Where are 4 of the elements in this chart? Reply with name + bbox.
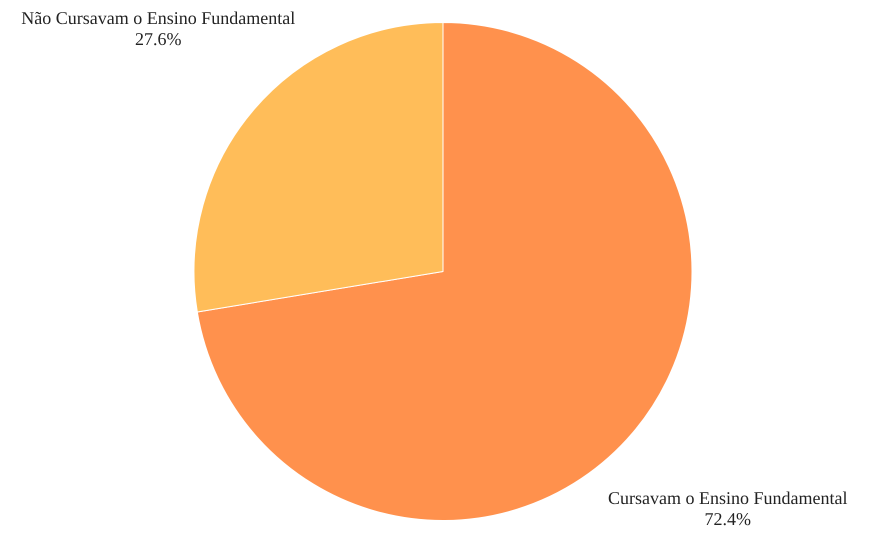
- data-label: 72.4%: [704, 509, 752, 530]
- data-label: 27.6%: [134, 29, 182, 50]
- slice-label: Não Cursavam o Ensino Fundamental: [21, 8, 296, 28]
- slice-label: Cursavam o Ensino Fundamental: [608, 488, 848, 508]
